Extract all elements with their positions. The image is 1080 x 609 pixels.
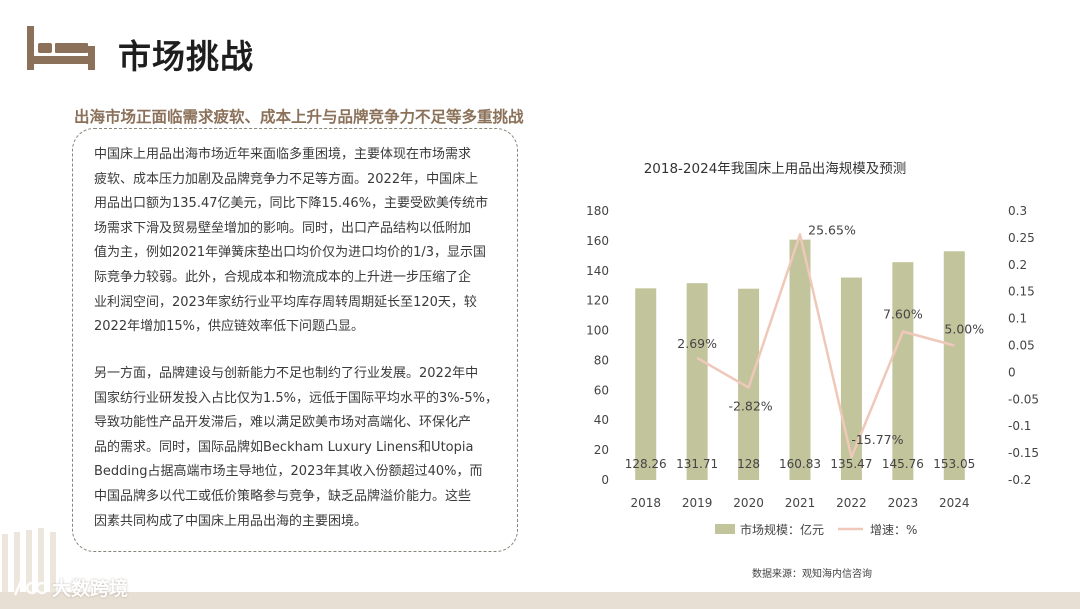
bed-icon xyxy=(27,26,95,70)
bottom-band xyxy=(0,592,1080,609)
legend-swatch-bar xyxy=(715,524,735,534)
y-left-tick-label: 20 xyxy=(594,443,609,457)
paragraph-line: Bedding占据高端市场主导地位，2023年其收入份额超过40%，而 xyxy=(94,464,483,480)
growth-point-label: 7.60% xyxy=(883,307,923,322)
y-left-tick-label: 120 xyxy=(586,294,609,308)
paragraph-line: 值为主，例如2021年弹簧床垫出口均价仅为进口均价的1/3，显示国 xyxy=(94,245,487,261)
y-left-tick-label: 80 xyxy=(594,353,609,367)
paragraph-line: 业利润空间，2023年家纺行业平均库存周转周期延长至120天，较 xyxy=(94,294,477,310)
paragraph-line: 国家纺行业研发投入占比仅为1.5%，远低于国际平均水平的3%-5%， xyxy=(94,390,498,406)
y-right-tick-label: -0.1 xyxy=(1008,419,1031,433)
legend-label-line: 增速：% xyxy=(870,523,917,537)
paragraph-line: 用品出口额为135.47亿美元，同比下降15.46%，主要受欧美传统市 xyxy=(94,196,489,212)
bar-value-label: 131.71 xyxy=(676,457,718,471)
paragraph-2: 另一方面，品牌建设与创新能力不足也制约了行业发展。2022年中 国家纺行业研发投… xyxy=(94,362,504,534)
bar-value-label: 135.47 xyxy=(830,457,872,471)
y-right-tick-label: 0.25 xyxy=(1008,231,1035,245)
bar xyxy=(635,288,657,480)
y-left-tick-label: 100 xyxy=(586,324,609,338)
x-tick-label: 2019 xyxy=(682,496,713,510)
bar xyxy=(686,283,708,480)
growth-point-label: 25.65% xyxy=(808,222,856,237)
section-subtitle: 出海市场正面临需求疲软、成本上升与品牌竞争力不足等多重挑战 xyxy=(74,108,524,126)
x-tick-label: 2020 xyxy=(733,496,764,510)
y-right-tick-label: 0.15 xyxy=(1008,285,1035,299)
bar xyxy=(789,239,811,480)
bar-value-label: 153.05 xyxy=(933,457,975,471)
paragraph-line: 中国床上用品出海市场近年来面临多重困境，主要体现在市场需求 xyxy=(94,147,472,162)
text-panel xyxy=(72,128,518,552)
paragraph-line: 疲软、成本压力加剧及品牌竞争力不足等方面。2022年，中国床上 xyxy=(94,171,479,187)
watermark: 大数跨境 xyxy=(12,574,128,601)
watermark-text: 大数跨境 xyxy=(52,578,129,600)
growth-line xyxy=(696,233,955,459)
chart: 2018-2024年我国床上用品出海规模及预测 0 20 40 60 80 100 120 1… xyxy=(586,161,1039,580)
y-left-tick-label: 60 xyxy=(594,383,609,397)
paragraph-line: 2022年增加15%，供应链效率低下问题凸显。 xyxy=(94,319,364,335)
page-title: 市场挑战 xyxy=(118,37,254,76)
source-note: 数据来源：观知海内信咨询 xyxy=(752,567,872,580)
bar xyxy=(943,251,965,480)
decorative-stripes xyxy=(2,528,56,609)
paragraph-line: 中国品牌多以代工或低价策略参与竞争，缺乏品牌溢价能力。这些 xyxy=(94,488,472,504)
growth-point-label: -2.82% xyxy=(728,399,772,414)
bar-value-label: 145.76 xyxy=(882,457,924,471)
y-right-tick-label: 0.1 xyxy=(1008,312,1027,326)
y-right-tick-label: -0.15 xyxy=(1008,446,1039,460)
y-left-tick-label: 160 xyxy=(586,234,609,248)
growth-point-label: 5.00% xyxy=(944,322,984,337)
y-left-tick-label: 0 xyxy=(601,473,609,487)
bar xyxy=(892,262,914,480)
y-right-tick-label: 0.05 xyxy=(1008,339,1035,353)
growth-point-label: -15.77% xyxy=(851,432,903,447)
y-right-tick-label: 0.2 xyxy=(1008,258,1027,272)
x-tick-label: 2023 xyxy=(888,496,919,510)
watermark-logo-icon xyxy=(13,577,48,595)
x-tick-label: 2021 xyxy=(785,496,816,510)
bar-value-label: 160.83 xyxy=(779,457,821,471)
y-right-tick-label: 0.3 xyxy=(1008,204,1027,218)
paragraph-line: 因素共同构成了中国床上用品出海的主要困境。 xyxy=(94,513,368,529)
y-right-tick-label: -0.2 xyxy=(1008,473,1031,487)
paragraph-line: 另一方面，品牌建设与创新能力不足也制约了行业发展。2022年中 xyxy=(94,366,479,381)
x-tick-label: 2022 xyxy=(836,496,867,510)
y-left-tick-label: 140 xyxy=(586,264,609,278)
growth-point-label: 2.69% xyxy=(677,336,717,351)
chart-title: 2018-2024年我国床上用品出海规模及预测 xyxy=(644,161,907,177)
y-right-tick-label: 0 xyxy=(1008,365,1016,379)
paragraph-line: 品的需求。同时，国际品牌如Beckham Luxury Linens和Utopi… xyxy=(94,439,474,455)
y-left-tick-label: 180 xyxy=(586,204,609,218)
y-left-tick-label: 40 xyxy=(594,413,609,427)
y-right-tick-label: -0.05 xyxy=(1008,392,1039,406)
paragraph-1: 中国床上用品出海市场近年来面临多重困境，主要体现在市场需求 疲软、成本压力加剧及… xyxy=(94,143,504,340)
bar-value-label: 128 xyxy=(737,457,760,471)
bar xyxy=(840,277,862,480)
paragraph-line: 导致功能性产品开发滞后，难以满足欧美市场对高端化、环保化产 xyxy=(94,415,472,431)
x-tick-label: 2018 xyxy=(630,496,661,510)
x-tick-label: 2024 xyxy=(939,496,970,510)
paragraph-line: 场需求下滑及贸易壁垒增加的影响。同时，出口产品结构以低附加 xyxy=(94,220,472,236)
paragraph-line: 际竞争力较弱。此外，合规成本和物流成本的上升进一步压缩了企 xyxy=(94,269,472,285)
bar-value-label: 128.26 xyxy=(625,457,667,471)
legend-label-bar: 市场规模：亿元 xyxy=(740,522,824,537)
